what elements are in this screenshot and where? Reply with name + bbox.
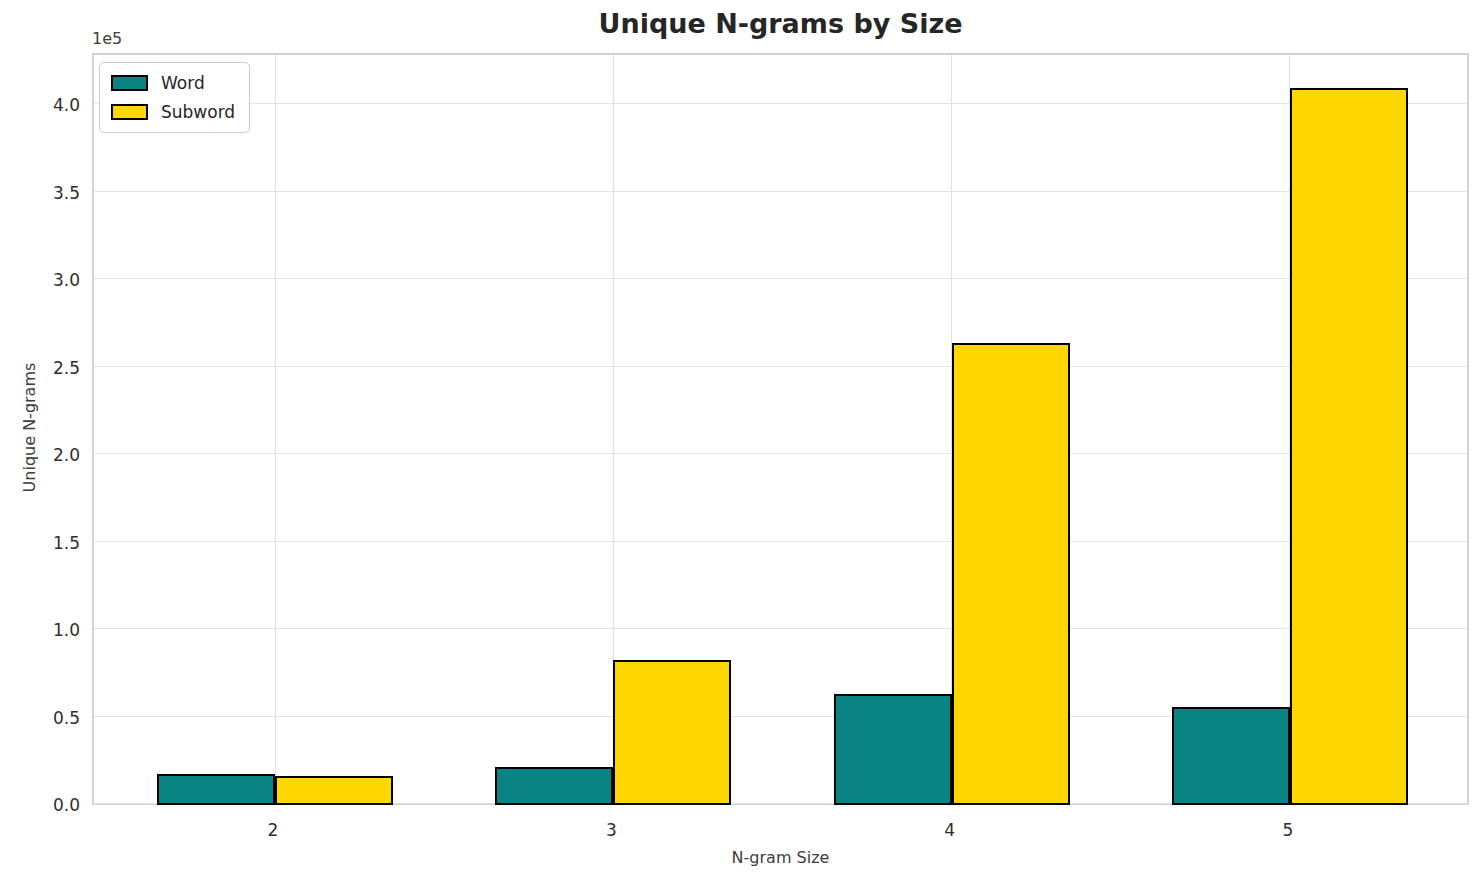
bar-subword-2 <box>275 776 393 805</box>
y-tick-0.5: 0.5 <box>0 707 80 729</box>
legend-swatch-word <box>111 75 148 91</box>
legend: Word Subword <box>99 62 250 133</box>
gridline-h-2.0 <box>94 453 1467 454</box>
gridline-h-4.0 <box>94 103 1467 104</box>
legend-item-word: Word <box>111 73 235 93</box>
bar-subword-3 <box>613 660 731 805</box>
plot-area <box>92 53 1469 805</box>
bar-subword-5 <box>1290 88 1408 805</box>
x-tick-4: 4 <box>944 820 955 840</box>
gridline-h-1.5 <box>94 541 1467 542</box>
chart-title: Unique N-grams by Size <box>92 8 1469 39</box>
legend-swatch-subword <box>111 104 148 120</box>
y-tick-1.0: 1.0 <box>0 619 80 641</box>
y-axis-label: Unique N-grams <box>20 363 39 493</box>
y-tick-0.0: 0.0 <box>0 794 80 816</box>
gridline-h-3.0 <box>94 278 1467 279</box>
legend-label: Word <box>161 73 205 93</box>
bar-word-5 <box>1172 707 1290 805</box>
gridline-h-3.5 <box>94 191 1467 192</box>
y-axis-offset-label: 1e5 <box>92 29 122 48</box>
y-tick-3.0: 3.0 <box>0 269 80 291</box>
figure: Unique N-grams by Size 1e5 0.0 0.5 1.0 1.5 2… <box>0 0 1484 885</box>
y-tick-1.5: 1.5 <box>0 532 80 554</box>
y-tick-4.0: 4.0 <box>0 94 80 116</box>
legend-item-subword: Subword <box>111 102 235 122</box>
gridline-h-1.0 <box>94 628 1467 629</box>
x-tick-3: 3 <box>606 820 617 840</box>
y-tick-2.5: 2.5 <box>0 357 80 379</box>
gridline-h-2.5 <box>94 366 1467 367</box>
y-tick-2.0: 2.0 <box>0 444 80 466</box>
gridline-v-2 <box>275 55 276 803</box>
y-tick-3.5: 3.5 <box>0 182 80 204</box>
bar-word-3 <box>495 767 613 805</box>
x-tick-5: 5 <box>1283 820 1294 840</box>
x-tick-2: 2 <box>268 820 279 840</box>
bar-word-2 <box>157 774 275 805</box>
legend-label: Subword <box>161 102 235 122</box>
bar-word-4 <box>834 694 952 805</box>
x-axis-label: N-gram Size <box>92 848 1469 867</box>
bar-subword-4 <box>952 343 1070 805</box>
